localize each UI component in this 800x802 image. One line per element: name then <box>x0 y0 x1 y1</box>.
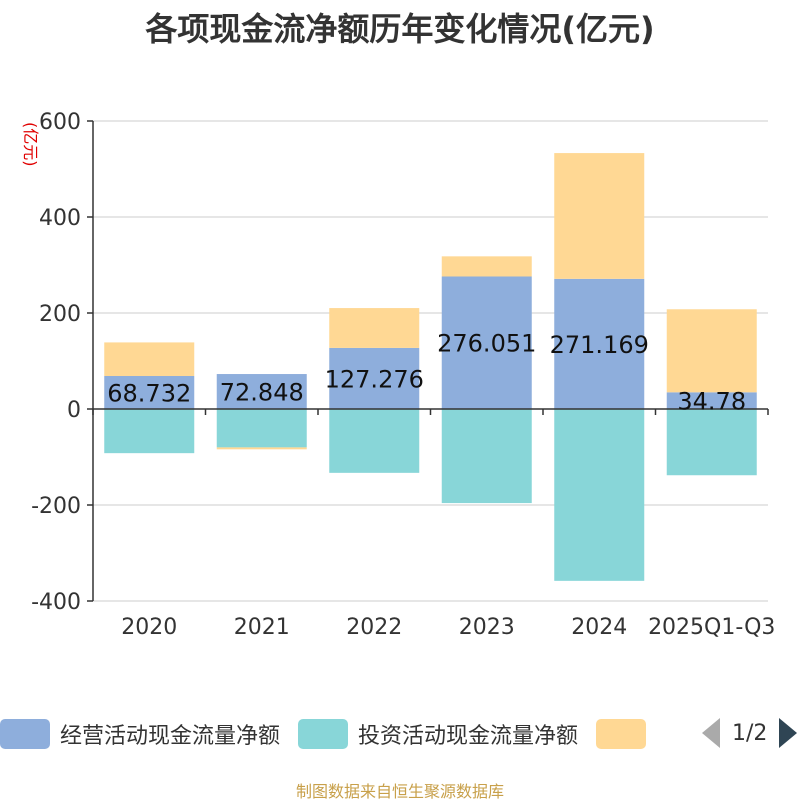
legend-label: 经营活动现金流量净额 <box>60 724 281 749</box>
bar-operating[interactable] <box>104 376 195 409</box>
x-tick-label: 2022 <box>346 615 402 640</box>
legend-swatch-operating <box>0 719 50 749</box>
data-label: 68.732 <box>107 380 191 408</box>
bar-operating[interactable] <box>666 392 757 409</box>
legend-swatch-third <box>596 719 647 749</box>
bar-third[interactable] <box>216 447 307 450</box>
y-tick-label: 400 <box>39 206 81 231</box>
bar-third[interactable] <box>554 153 645 279</box>
legend-item-operating[interactable]: 经营活动现金流量净额 <box>0 718 280 750</box>
x-tick-label: 2024 <box>571 615 627 640</box>
bar-operating[interactable] <box>441 276 532 409</box>
legend: 经营活动现金流量净额 投资活动现金流量净额 <box>0 716 674 752</box>
bar-investing[interactable] <box>104 409 195 454</box>
bar-third[interactable] <box>329 308 420 348</box>
bar-operating[interactable] <box>216 374 307 409</box>
legend-prev-icon[interactable] <box>702 718 720 748</box>
bar-chart: 600 400 200 0 -200 -400 2020 2021 2022 2023 2024 2… <box>21 110 775 640</box>
y-tick-label: 200 <box>39 302 81 327</box>
y-tick-label: -200 <box>31 494 81 519</box>
y-tick-label: -400 <box>31 590 81 615</box>
legend-page-indicator: 1/2 <box>732 720 768 746</box>
bar-investing[interactable] <box>554 409 645 581</box>
data-label: 276.051 <box>437 330 536 358</box>
x-tick-label: 2020 <box>121 615 177 640</box>
data-label: 34.78 <box>677 388 746 416</box>
bar-investing[interactable] <box>216 409 307 448</box>
bar-third[interactable] <box>104 342 195 377</box>
legend-item-third[interactable] <box>596 719 656 749</box>
bar-investing[interactable] <box>329 409 420 473</box>
legend-item-investing[interactable]: 投资活动现金流量净额 <box>298 718 578 750</box>
y-tick-label: 600 <box>39 110 81 135</box>
bar-investing[interactable] <box>441 409 532 504</box>
x-tick-label: 2025Q1-Q3 <box>648 615 775 640</box>
data-label: 127.276 <box>325 365 424 393</box>
bar-third[interactable] <box>441 256 532 277</box>
legend-next-icon[interactable] <box>779 718 798 748</box>
data-label: 72.848 <box>220 379 304 407</box>
legend-label: 投资活动现金流量净额 <box>358 724 579 749</box>
x-tick-label: 2023 <box>459 615 515 640</box>
legend-pager: 1/2 <box>702 718 798 748</box>
bar-third[interactable] <box>666 309 757 393</box>
y-tick-label: 0 <box>67 398 81 423</box>
y-axis-unit: (亿元) <box>21 122 40 167</box>
chart-title: 各项现金流净额历年变化情况(亿元) <box>145 10 655 48</box>
bar-operating[interactable] <box>329 347 420 409</box>
x-tick-label: 2021 <box>234 615 290 640</box>
data-label: 271.169 <box>550 331 649 359</box>
bar-investing[interactable] <box>666 409 757 476</box>
bar-operating[interactable] <box>554 278 645 409</box>
legend-swatch-investing <box>298 719 349 749</box>
source-note: 制图数据来自恒生聚源数据库 <box>295 782 504 801</box>
